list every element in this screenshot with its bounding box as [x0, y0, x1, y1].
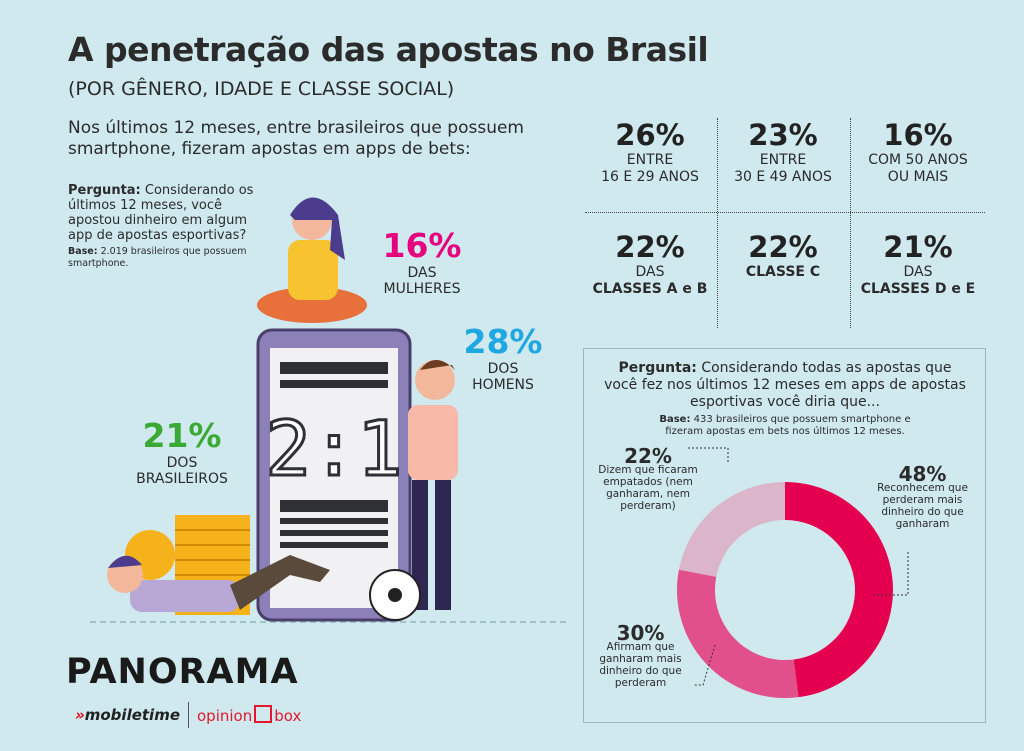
mobiletime-logo: »mobiletime	[75, 706, 180, 724]
stat-label: CLASSE C	[745, 264, 821, 280]
man-illustration	[408, 360, 458, 610]
betting-illustration: 2:1	[90, 197, 570, 623]
stat-pct: 21%	[883, 230, 953, 264]
stat-women: 16% DAS MULHERES	[362, 226, 482, 297]
question-text: Considerando todas as apostas que você f…	[604, 360, 966, 410]
slice-text: Dizem que ficaram empatados (nem ganhara…	[598, 464, 698, 512]
question-2: Pergunta: Considerando todas as apostas …	[600, 360, 970, 438]
stat-pct: 26%	[615, 118, 685, 152]
slice-label-lost: 48% Reconhecem que perderam mais dinheiro…	[875, 462, 970, 530]
stat-class-ab: 22% DAS CLASSES A e B	[585, 230, 715, 298]
score-text: 2:1	[265, 404, 402, 493]
opinionbox-logo: opinion box	[197, 705, 302, 725]
stat-label: 16 E 29 ANOS	[601, 169, 699, 185]
smartphone-icon: 2:1	[256, 328, 412, 622]
page-title: A penetração das apostas no Brasil	[68, 30, 709, 69]
stat-pct: 23%	[748, 118, 818, 152]
stat-pct: 21%	[142, 416, 222, 455]
partner-logos: »mobiletime opinion box	[75, 702, 301, 728]
stat-label: OU MAIS	[887, 169, 949, 185]
donut-slice-2	[678, 482, 785, 577]
stat-class-c: 22% CLASSE C	[718, 230, 848, 281]
intro-text: Nos últimos 12 meses, entre brasileiros …	[68, 118, 524, 159]
stat-pct: 22%	[615, 230, 685, 264]
stat-pct: 16%	[382, 226, 462, 265]
question-1: Pergunta: Considerando os últimos 12 mes…	[68, 183, 268, 270]
stat-label: DAS	[635, 264, 665, 280]
stat-label: ENTRE	[759, 152, 807, 168]
stat-all: 21% DOS BRASILEIROS	[122, 416, 242, 487]
slice-label-tie: 22% Dizem que ficaram empatados (nem ganh…	[598, 444, 698, 512]
lying-man-illustration	[107, 555, 330, 612]
stat-pct: 28%	[463, 322, 543, 361]
slice-label-won: 30% Afirmam que ganharam mais dinheiro do…	[593, 621, 688, 689]
soccer-ball-icon	[369, 569, 421, 621]
grid-divider	[585, 212, 985, 213]
slice-pct: 30%	[616, 621, 665, 645]
question-label: Pergunta:	[618, 360, 697, 376]
slice-text: Afirmam que ganharam mais dinheiro do qu…	[599, 641, 682, 689]
question-label: Pergunta:	[68, 183, 141, 198]
stat-label: CLASSES A e B	[592, 281, 708, 297]
base-text: 433 brasileiros que possuem smartphone e…	[665, 414, 911, 437]
stat-label: 30 E 49 ANOS	[734, 169, 832, 185]
panorama-logo: PANORAMA	[66, 652, 299, 692]
slice-text: Reconhecem que perderam mais dinheiro do…	[877, 482, 968, 530]
page-subtitle: (POR GÊNERO, IDADE E CLASSE SOCIAL)	[68, 78, 455, 100]
stat-label: CLASSES D e E	[860, 281, 976, 297]
stat-label: COM 50 ANOS	[868, 152, 968, 168]
stat-pct: 16%	[883, 118, 953, 152]
donut-panel	[583, 348, 986, 723]
grid-divider	[717, 118, 718, 328]
grid-divider	[850, 118, 851, 328]
question-text: Considerando os últimos 12 meses, você a…	[68, 183, 254, 243]
base-label: Base:	[659, 414, 691, 425]
woman-illustration	[257, 197, 367, 323]
stat-label: DAS MULHERES	[383, 265, 461, 297]
stat-class-de: 21% DAS CLASSES D e E	[853, 230, 983, 298]
slice-pct: 48%	[898, 462, 947, 486]
stat-label: DOS HOMENS	[472, 361, 534, 393]
stat-label: ENTRE	[626, 152, 674, 168]
stat-label: DAS	[903, 264, 933, 280]
slice-pct: 22%	[624, 444, 672, 468]
donut-slice-0	[785, 482, 894, 698]
donut-slice-1	[677, 569, 799, 698]
base-label: Base:	[68, 246, 98, 257]
stat-age-16-29: 26% ENTRE 16 E 29 ANOS	[585, 118, 715, 186]
base-text: 2.019 brasileiros que possuem smartphone…	[68, 246, 247, 269]
stat-men: 28% DOS HOMENS	[443, 322, 563, 393]
logo-divider	[188, 702, 189, 728]
stat-label: DOS BRASILEIROS	[136, 455, 228, 487]
stat-age-50-plus: 16% COM 50 ANOS OU MAIS	[853, 118, 983, 186]
donut-chart	[677, 447, 909, 698]
stat-age-30-49: 23% ENTRE 30 E 49 ANOS	[718, 118, 848, 186]
stat-pct: 22%	[748, 230, 818, 264]
